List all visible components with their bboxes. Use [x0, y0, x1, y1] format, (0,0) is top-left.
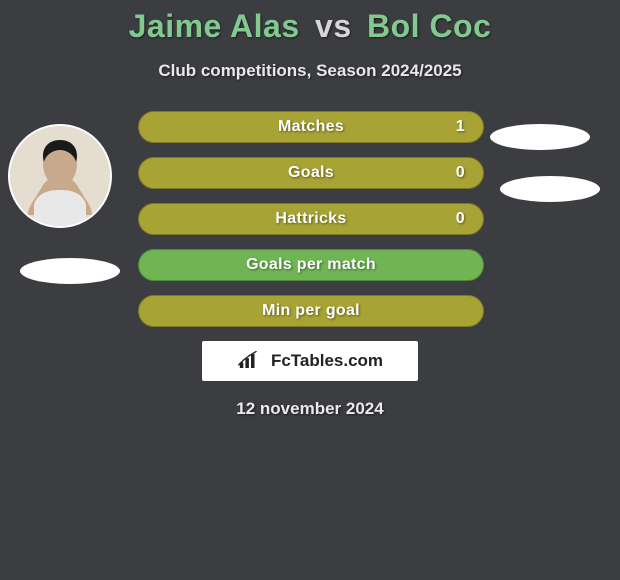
- ellipse-left: [20, 258, 120, 284]
- stat-bar-min-per-goal: Min per goal: [138, 295, 484, 327]
- stat-value: 0: [456, 164, 465, 182]
- title-player-2: Bol Coc: [367, 8, 491, 44]
- stat-label: Min per goal: [262, 302, 360, 320]
- title-player-1: Jaime Alas: [129, 8, 300, 44]
- stat-label: Matches: [278, 118, 344, 136]
- stat-label: Goals: [288, 164, 334, 182]
- ellipse-right-1: [490, 124, 590, 150]
- stat-bar-goals-per-match: Goals per match: [138, 249, 484, 281]
- avatar-placeholder-icon: [10, 126, 110, 226]
- ellipse-right-2: [500, 176, 600, 202]
- stat-label: Goals per match: [246, 256, 376, 274]
- title-vs: vs: [315, 8, 352, 44]
- stat-bar-matches: Matches 1: [138, 111, 484, 143]
- page-title: Jaime Alas vs Bol Coc: [0, 8, 620, 45]
- bar-chart-icon: [237, 351, 265, 371]
- stat-value: 1: [456, 118, 465, 136]
- player-1-avatar: [8, 124, 112, 228]
- stat-bar-hattricks: Hattricks 0: [138, 203, 484, 235]
- stat-bar-goals: Goals 0: [138, 157, 484, 189]
- subtitle: Club competitions, Season 2024/2025: [0, 61, 620, 81]
- branding-text: FcTables.com: [271, 351, 383, 371]
- stat-label: Hattricks: [275, 210, 346, 228]
- stat-value: 0: [456, 210, 465, 228]
- comparison-card: Jaime Alas vs Bol Coc Club competitions,…: [0, 0, 620, 419]
- branding-badge: FcTables.com: [202, 341, 418, 381]
- date-label: 12 november 2024: [0, 399, 620, 419]
- stat-bars: Matches 1 Goals 0 Hattricks 0 Goals per …: [138, 111, 484, 327]
